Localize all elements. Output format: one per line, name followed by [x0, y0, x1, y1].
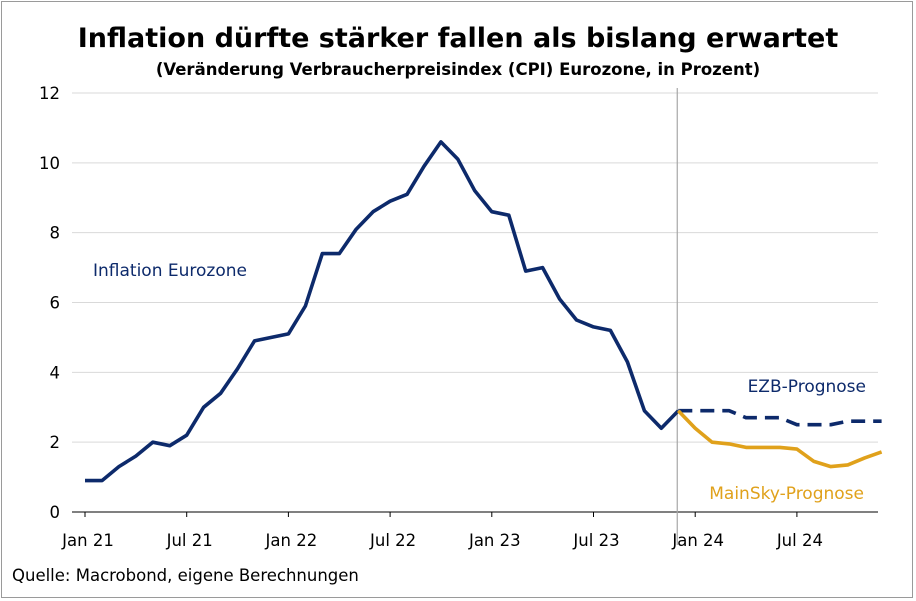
x-tick-label: Jan 22	[265, 531, 318, 550]
series-lines	[85, 140, 883, 483]
x-tick-label: Jul 23	[572, 531, 619, 550]
series-labels: Inflation Eurozone EZB-Prognose MainSky-Pr…	[93, 261, 866, 504]
label-inflation-eurozone: Inflation Eurozone	[93, 261, 247, 281]
y-tick-label: 8	[50, 224, 61, 243]
y-tick-label: 2	[50, 433, 61, 452]
source-note: Quelle: Macrobond, eigene Berechnungen	[12, 566, 359, 585]
y-tick-label: 10	[39, 154, 60, 173]
y-tick-label: 12	[39, 84, 60, 103]
label-mainsky-prognose: MainSky-Prognose	[709, 484, 864, 504]
y-tick-label: 4	[50, 363, 61, 382]
x-tick-label: Jul 24	[776, 531, 823, 550]
gridlines	[72, 88, 878, 545]
y-tick-label: 6	[50, 294, 61, 313]
x-tick-label: Jan 24	[671, 531, 724, 550]
chart-title: Inflation dürfte stärker fallen als bisl…	[77, 23, 839, 54]
y-axis-ticks: 0 2 4 6 8 10 12	[39, 84, 60, 522]
y-tick-label: 0	[50, 503, 61, 522]
label-ezb-prognose: EZB-Prognose	[748, 377, 866, 397]
ezb-prognose-line	[678, 408, 882, 427]
x-tick-label: Jan 21	[61, 531, 114, 550]
inflation-eurozone-line	[85, 140, 680, 483]
chart-subtitle: (Veränderung Verbraucherpreisindex (CPI)…	[155, 60, 761, 79]
x-tick-label: Jul 22	[369, 531, 416, 550]
x-tick-label: Jan 23	[468, 531, 521, 550]
mainsky-prognose-line	[677, 409, 883, 469]
x-tick-label: Jul 21	[166, 531, 213, 550]
x-axis-ticks: Jan 21 Jul 21 Jan 22 Jul 22 Jan 23 Jul 23 Jan …	[61, 512, 823, 550]
